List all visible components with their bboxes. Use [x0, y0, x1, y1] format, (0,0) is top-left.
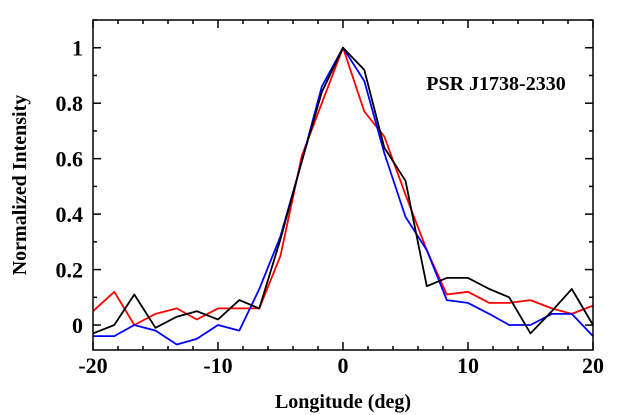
- x-axis-title: Longitude (deg): [275, 391, 411, 413]
- plot-frame: [92, 19, 594, 351]
- y-tick-label: 0.4: [56, 202, 84, 227]
- y-tick-label: 0.6: [56, 147, 84, 172]
- tick-labels: -20 -10 0 10 20 0 0.2 0.4 0.6 0.8 1: [56, 36, 605, 378]
- y-tick-label: 0: [72, 313, 83, 338]
- y-tick-label: 1: [72, 36, 83, 61]
- y-axis-title: Normalized Intensity: [9, 95, 31, 276]
- x-tick-label: 10: [457, 353, 479, 378]
- x-tick-label: -20: [78, 353, 107, 378]
- y-tick-label: 0.2: [56, 258, 84, 283]
- y-tick-label: 0.8: [56, 91, 84, 116]
- series-line-3: [92, 46, 594, 335]
- plot-lines: [92, 46, 594, 346]
- x-tick-label: 20: [582, 353, 604, 378]
- chart-annotation: PSR J1738-2330: [426, 73, 565, 95]
- axis-ticks: [92, 19, 594, 350]
- x-tick-label: -10: [203, 353, 232, 378]
- x-tick-label: 0: [338, 353, 349, 378]
